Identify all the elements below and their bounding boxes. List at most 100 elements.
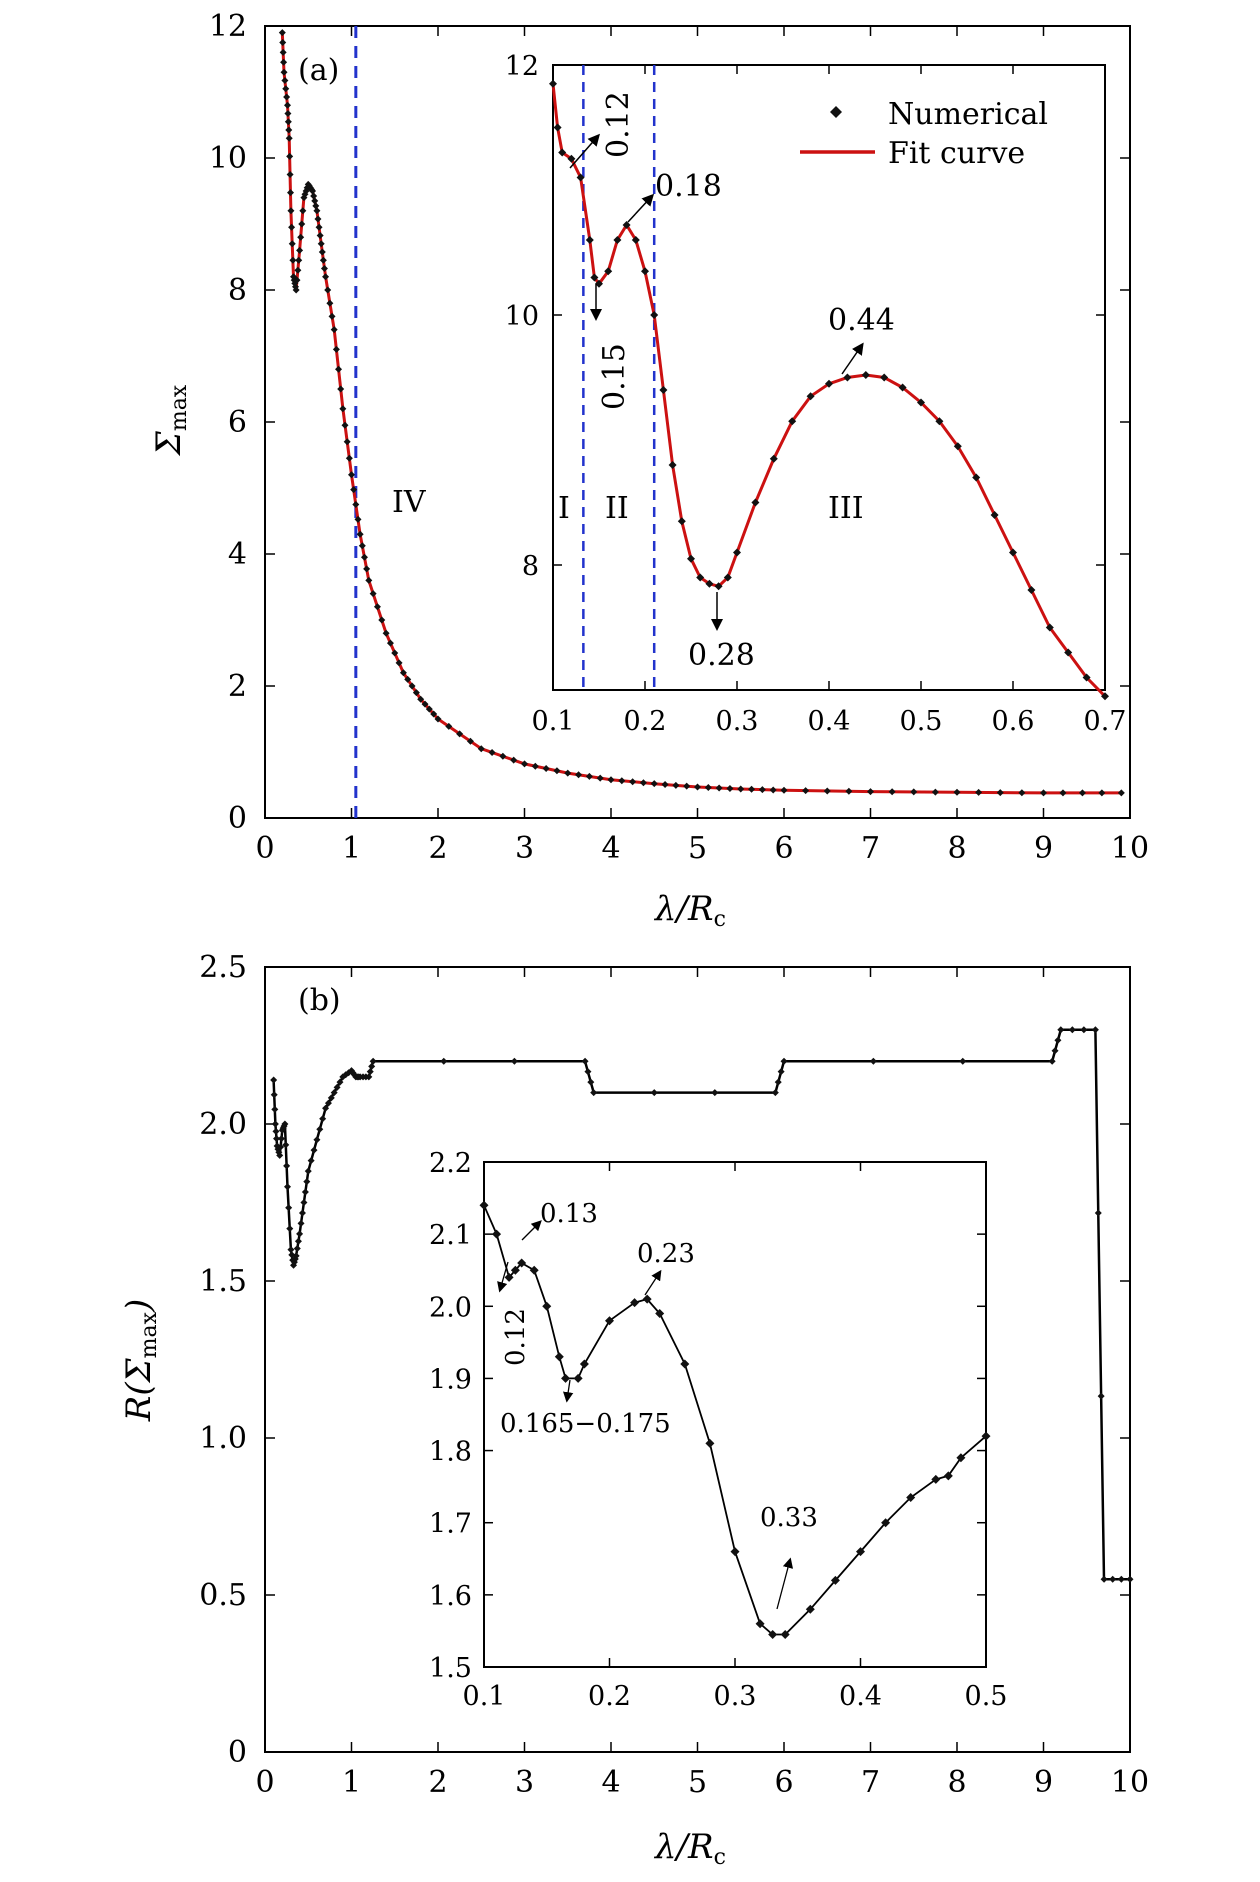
a-numerical-point [287,207,295,215]
b-series-point [281,1120,289,1128]
a-numerical-point [650,780,658,788]
bi-series-point [906,1492,916,1502]
b-series-point [650,1089,658,1097]
a-numerical-point [312,202,320,210]
b-series-point [283,1183,291,1191]
a-numerical-point [585,772,593,780]
bi-series-point [492,1229,502,1239]
ai-numerical-point [659,386,668,394]
bi-xtick-label: 0.2 [588,1681,631,1712]
b-series-point [1057,1026,1065,1034]
b-series-point [271,1120,279,1128]
a-numerical-point [348,471,355,479]
a-numerical-point [373,603,381,611]
a-numerical-point [286,171,294,178]
a-numerical-point [391,649,399,657]
a-numerical-point [748,785,756,793]
b-series-point [368,1062,376,1070]
a-numerical-point [309,187,317,195]
a-numerical-point [341,421,349,429]
a-numerical-point [499,752,507,760]
bi-xtick-label: 0.3 [714,1681,757,1712]
b-xtick-label: 9 [1034,1765,1053,1800]
b-xtick-label: 6 [774,1765,793,1800]
b-series-point [1054,1036,1062,1044]
b-series-point [587,1078,595,1086]
ai-numerical-point [650,311,659,319]
a-numerical-point [326,299,334,307]
b-series-point [590,1089,598,1097]
a-numerical-point [425,705,433,713]
bi-series-point [881,1518,891,1528]
a-numerical-point [378,616,386,624]
bi-series-point [956,1453,966,1463]
panel-a-ylabel: Σmax [149,384,192,457]
ai-numerical-point [788,417,797,426]
a-numerical-point [421,700,429,708]
a-numerical-point [596,774,604,782]
bi-series-point [768,1630,778,1640]
a-numerical-point [282,85,290,93]
annotation-0-18: 0.18 [655,169,722,204]
a-numerical-point [356,530,364,538]
annotation-b-0-165-0-175: 0.165−0.175 [500,1409,671,1439]
a-numerical-point [316,232,324,240]
a-xtick-label: 5 [688,831,707,866]
b-series-point [1109,1575,1117,1583]
a-numerical-point [953,788,961,796]
a-xtick-label: 8 [947,831,966,866]
ai-xtick-label: 0.7 [1084,706,1127,737]
a-numerical-point [317,240,325,248]
a-numerical-point [322,273,330,281]
a-numerical-point [352,501,360,508]
b-series-point [286,1225,294,1233]
b-series-point [303,1178,311,1186]
bi-series-point [755,1619,765,1629]
a-numerical-point [477,745,485,753]
bi-series-point [655,1309,665,1318]
legend-marker-swatch [830,106,842,118]
ai-numerical-point [935,417,944,426]
a-numerical-point [404,675,412,683]
annotation-b-0-23: 0.23 [637,1239,695,1269]
a-ytick-label: 4 [228,537,247,572]
ai-xtick-label: 0.4 [808,706,851,737]
b-series-point [324,1099,332,1107]
b-series-point [869,1057,877,1065]
b-series-point [300,1199,308,1206]
b-series-point [336,1078,344,1086]
bi-ytick-label: 1.9 [429,1364,472,1395]
ai-numerical-point [567,154,576,163]
a-numerical-point [314,215,322,223]
a-numerical-point [399,669,407,677]
a-numerical-point [332,345,340,353]
b-xtick-label: 0 [255,1765,274,1800]
a-numerical-point [358,542,366,550]
panel-b-y-axis: 0 0.5 1.0 1.5 2.0 2.5 [199,950,1130,1770]
a-numerical-point [279,39,287,46]
b-series-point [322,1104,330,1112]
a-numerical-point [287,189,295,197]
ai-numerical-point [1101,692,1109,701]
a-numerical-point [456,730,464,738]
b-series-point [1048,1057,1056,1065]
a-numerical-point [629,778,637,786]
a-numerical-point [802,787,810,795]
a-ytick-label: 12 [209,9,247,44]
a-numerical-point [350,486,358,494]
a-ytick-label: 10 [209,141,247,176]
a-numerical-point [931,788,939,796]
b-series-point [285,1204,293,1212]
bi-series-point [479,1200,489,1210]
b-series-point [296,1230,304,1238]
bi-series-point [730,1547,740,1557]
panel-a-x-axis: 0 1 2 3 4 5 6 7 8 9 10 [255,26,1149,866]
a-numerical-point [758,786,766,794]
b-series-point [1117,1575,1125,1583]
ai-numerical-point [723,573,732,582]
a-numerical-point [283,93,291,101]
b-series-point [1094,1209,1102,1217]
a-numerical-point [339,405,347,413]
b-series-point [292,1252,300,1260]
a-numerical-point [726,784,734,792]
